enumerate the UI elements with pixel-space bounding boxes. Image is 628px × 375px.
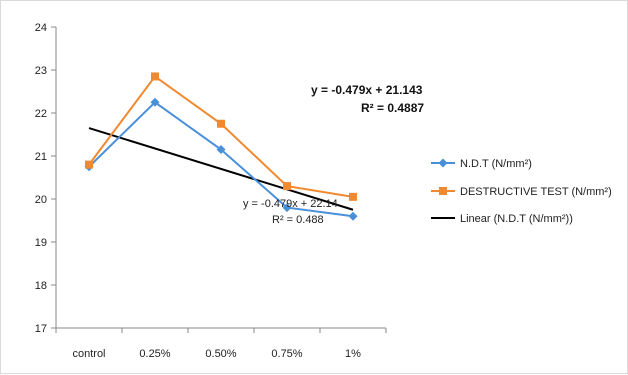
- axes: [55, 27, 386, 329]
- legend-marker-diamond: [438, 158, 448, 168]
- y-tick-label: 21: [35, 151, 47, 163]
- legend-label-ndt: N.D.T (N/mm²): [460, 158, 532, 170]
- data-point-square: [151, 72, 159, 81]
- trendline-layer: [88, 127, 354, 211]
- data-point-diamond: [282, 203, 292, 213]
- equation-bold-line1: y = -0.479x + 21.143: [311, 83, 423, 97]
- y-tick-label: 23: [35, 65, 47, 77]
- equation-bold-line2: R² = 0.4887: [361, 101, 424, 115]
- y-tick-label: 24: [35, 22, 47, 34]
- y-tick-label: 18: [35, 280, 47, 292]
- legend-item-ndt: N.D.T (N/mm²): [431, 158, 532, 170]
- x-ticks: control 0.25% 0.50% 0.75% 1%: [55, 328, 387, 360]
- trendline: [88, 127, 354, 211]
- y-tick-label: 22: [35, 108, 47, 120]
- data-point-diamond: [216, 145, 226, 155]
- legend-label-destructive: DESTRUCTIVE TEST (N/mm²): [460, 186, 612, 198]
- legend-label-linear: Linear (N.D.T (N/mm²)): [460, 213, 573, 225]
- y-tick-label: 19: [35, 237, 47, 249]
- legend: N.D.T (N/mm²) DESTRUCTIVE TEST (N/mm²) L…: [431, 158, 612, 225]
- x-tick-label: 1%: [345, 348, 361, 360]
- data-point-square: [349, 192, 357, 201]
- legend-marker-square: [439, 187, 447, 195]
- legend-item-linear: Linear (N.D.T (N/mm²)): [431, 213, 573, 225]
- series-layer: [84, 72, 358, 221]
- data-point-square: [217, 119, 225, 128]
- data-point-square: [283, 182, 291, 191]
- x-tick-label: 0.25%: [139, 348, 170, 360]
- x-tick-label: control: [72, 348, 105, 360]
- y-tick-label: 17: [35, 323, 47, 335]
- data-point-square: [85, 160, 93, 169]
- y-ticks: 17 18 19 20 21 22 23 24: [35, 22, 56, 335]
- y-tick-label: 20: [35, 194, 47, 206]
- data-point-diamond: [150, 97, 160, 107]
- x-tick-label: 0.75%: [271, 348, 302, 360]
- equation-small-line1: y = -0.479x + 22.14: [243, 198, 338, 210]
- equation-small-line2: R² = 0.488: [272, 214, 324, 226]
- x-tick-label: 0.50%: [205, 348, 236, 360]
- legend-item-destructive: DESTRUCTIVE TEST (N/mm²): [431, 186, 612, 198]
- data-point-diamond: [348, 211, 358, 221]
